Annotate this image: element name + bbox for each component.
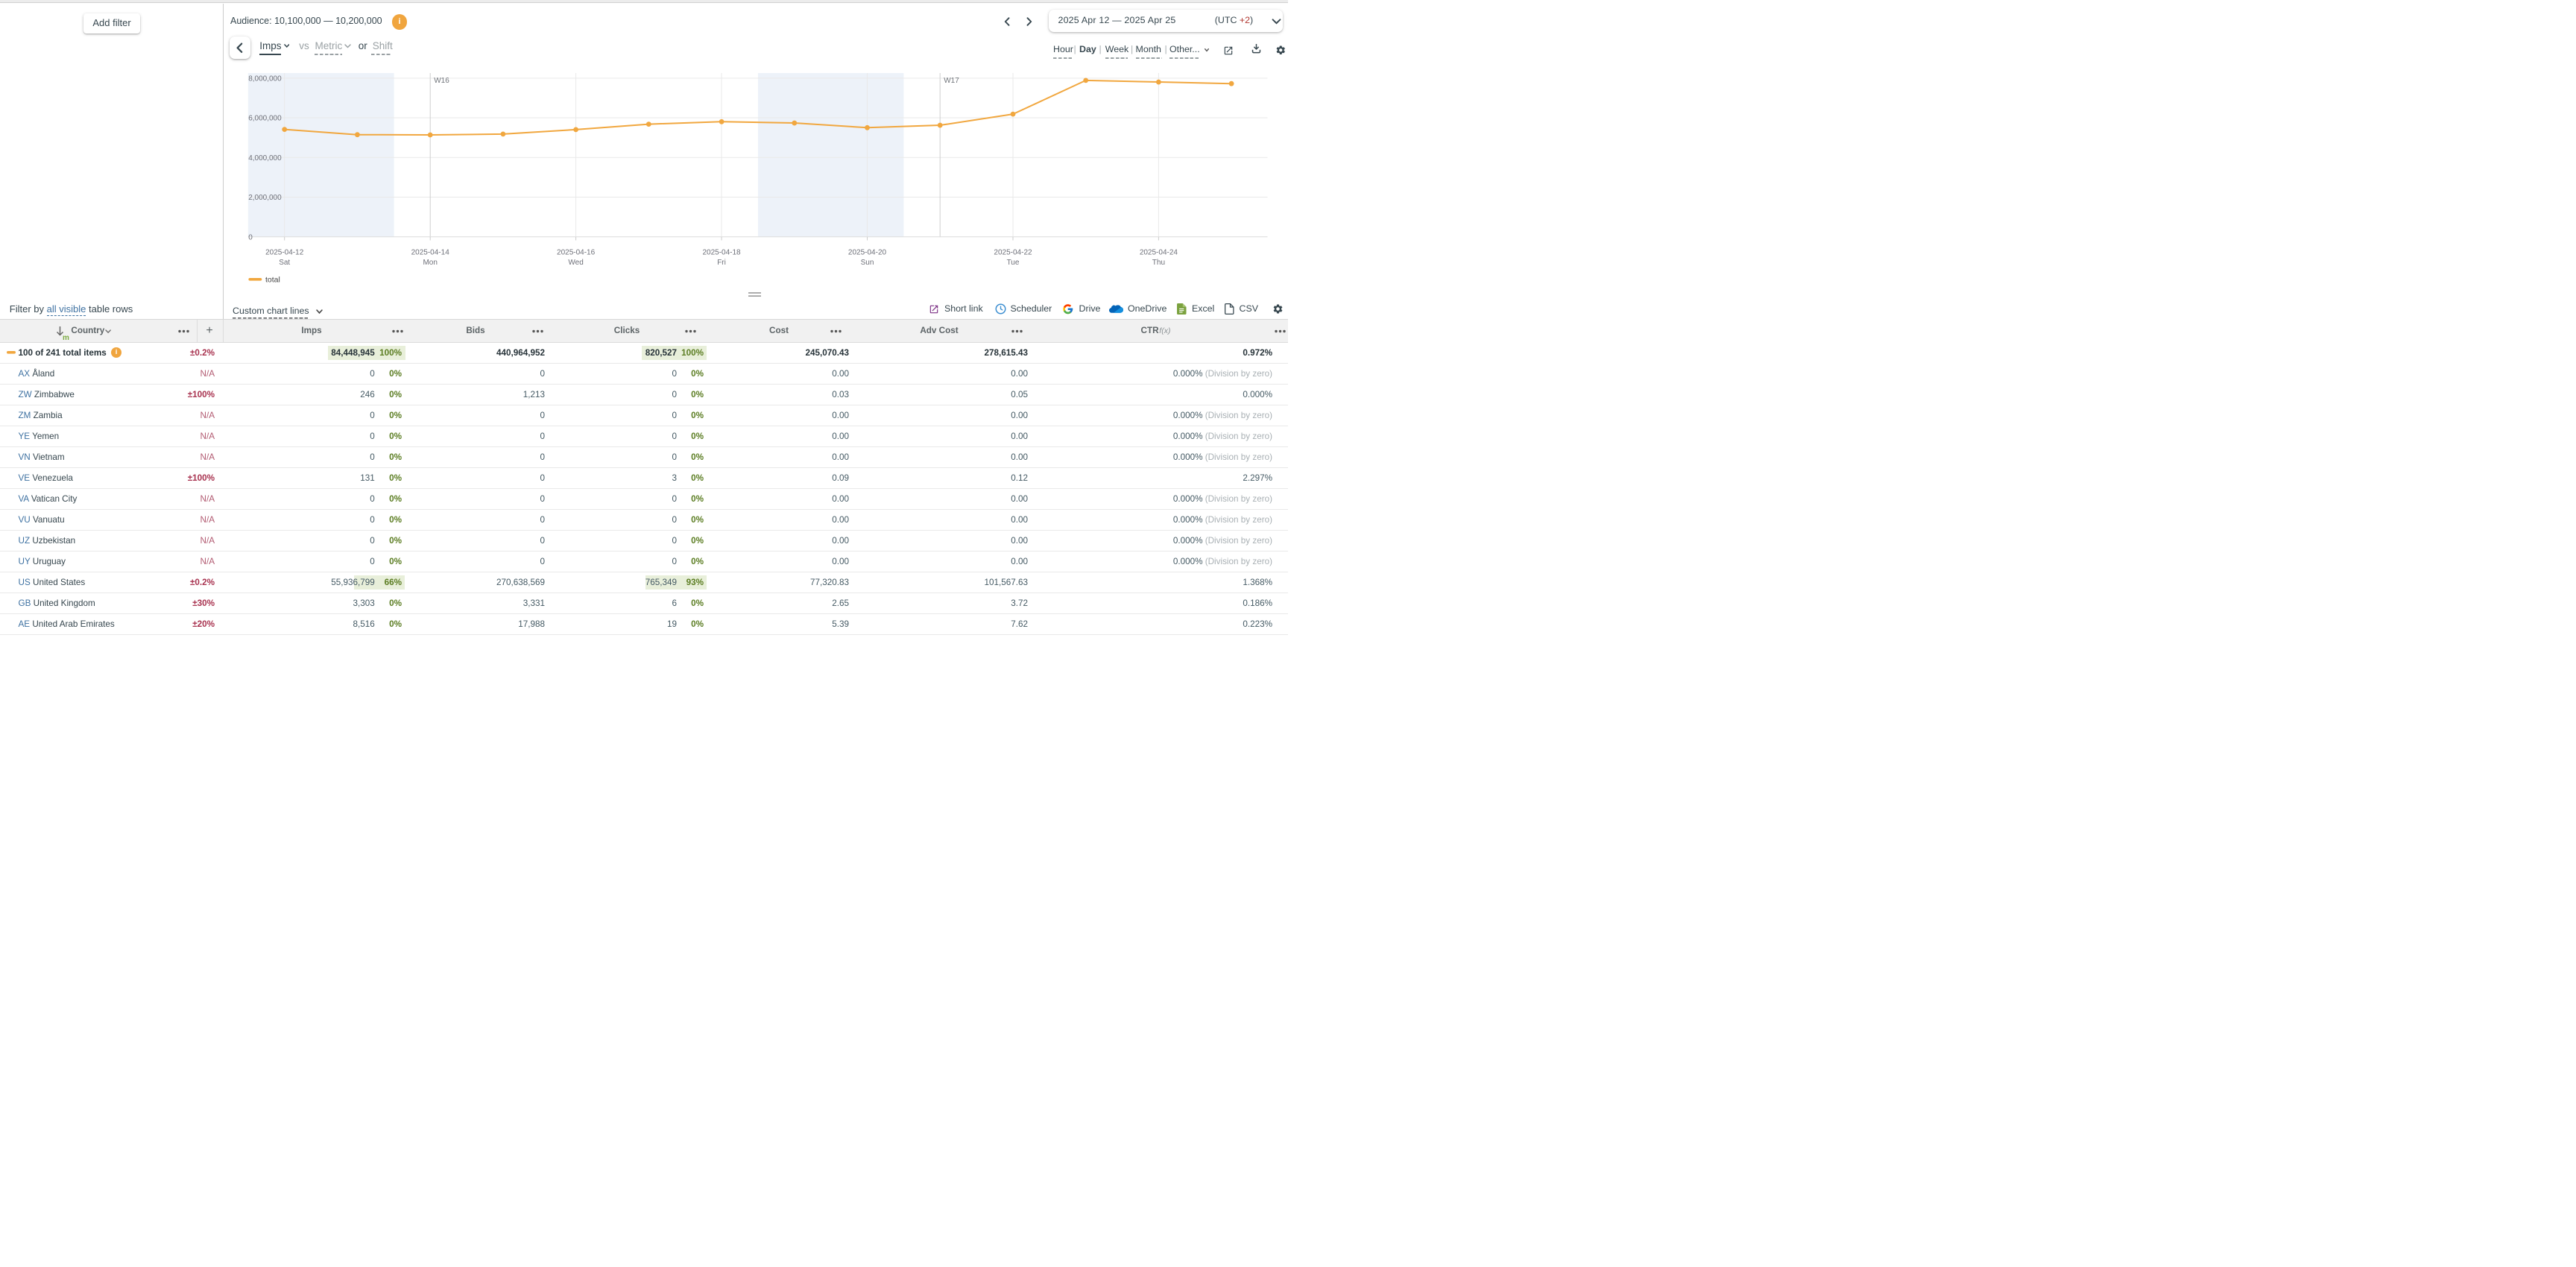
svg-text:W16: W16	[434, 77, 449, 85]
svg-text:Sat: Sat	[279, 259, 290, 267]
svg-text:W17: W17	[944, 77, 959, 85]
svg-text:Fri: Fri	[717, 259, 726, 267]
svg-text:2025-04-20: 2025-04-20	[848, 249, 887, 257]
svg-text:0: 0	[248, 233, 253, 241]
svg-text:2025-04-24: 2025-04-24	[1140, 249, 1178, 257]
svg-text:2025-04-12: 2025-04-12	[265, 249, 304, 257]
svg-text:2025-04-18: 2025-04-18	[702, 249, 741, 257]
svg-text:Thu: Thu	[1152, 259, 1165, 267]
svg-text:Tue: Tue	[1007, 259, 1020, 267]
svg-text:2,000,000: 2,000,000	[248, 194, 282, 202]
svg-text:2025-04-22: 2025-04-22	[994, 249, 1032, 257]
svg-text:2025-04-14: 2025-04-14	[411, 249, 450, 257]
svg-text:8,000,000: 8,000,000	[248, 75, 282, 83]
svg-text:2025-04-16: 2025-04-16	[557, 249, 596, 257]
svg-text:Sun: Sun	[861, 259, 874, 267]
svg-text:4,000,000: 4,000,000	[248, 154, 282, 162]
svg-text:Mon: Mon	[423, 259, 437, 267]
svg-text:total: total	[265, 276, 280, 285]
svg-text:Wed: Wed	[568, 259, 583, 267]
svg-text:6,000,000: 6,000,000	[248, 115, 282, 123]
